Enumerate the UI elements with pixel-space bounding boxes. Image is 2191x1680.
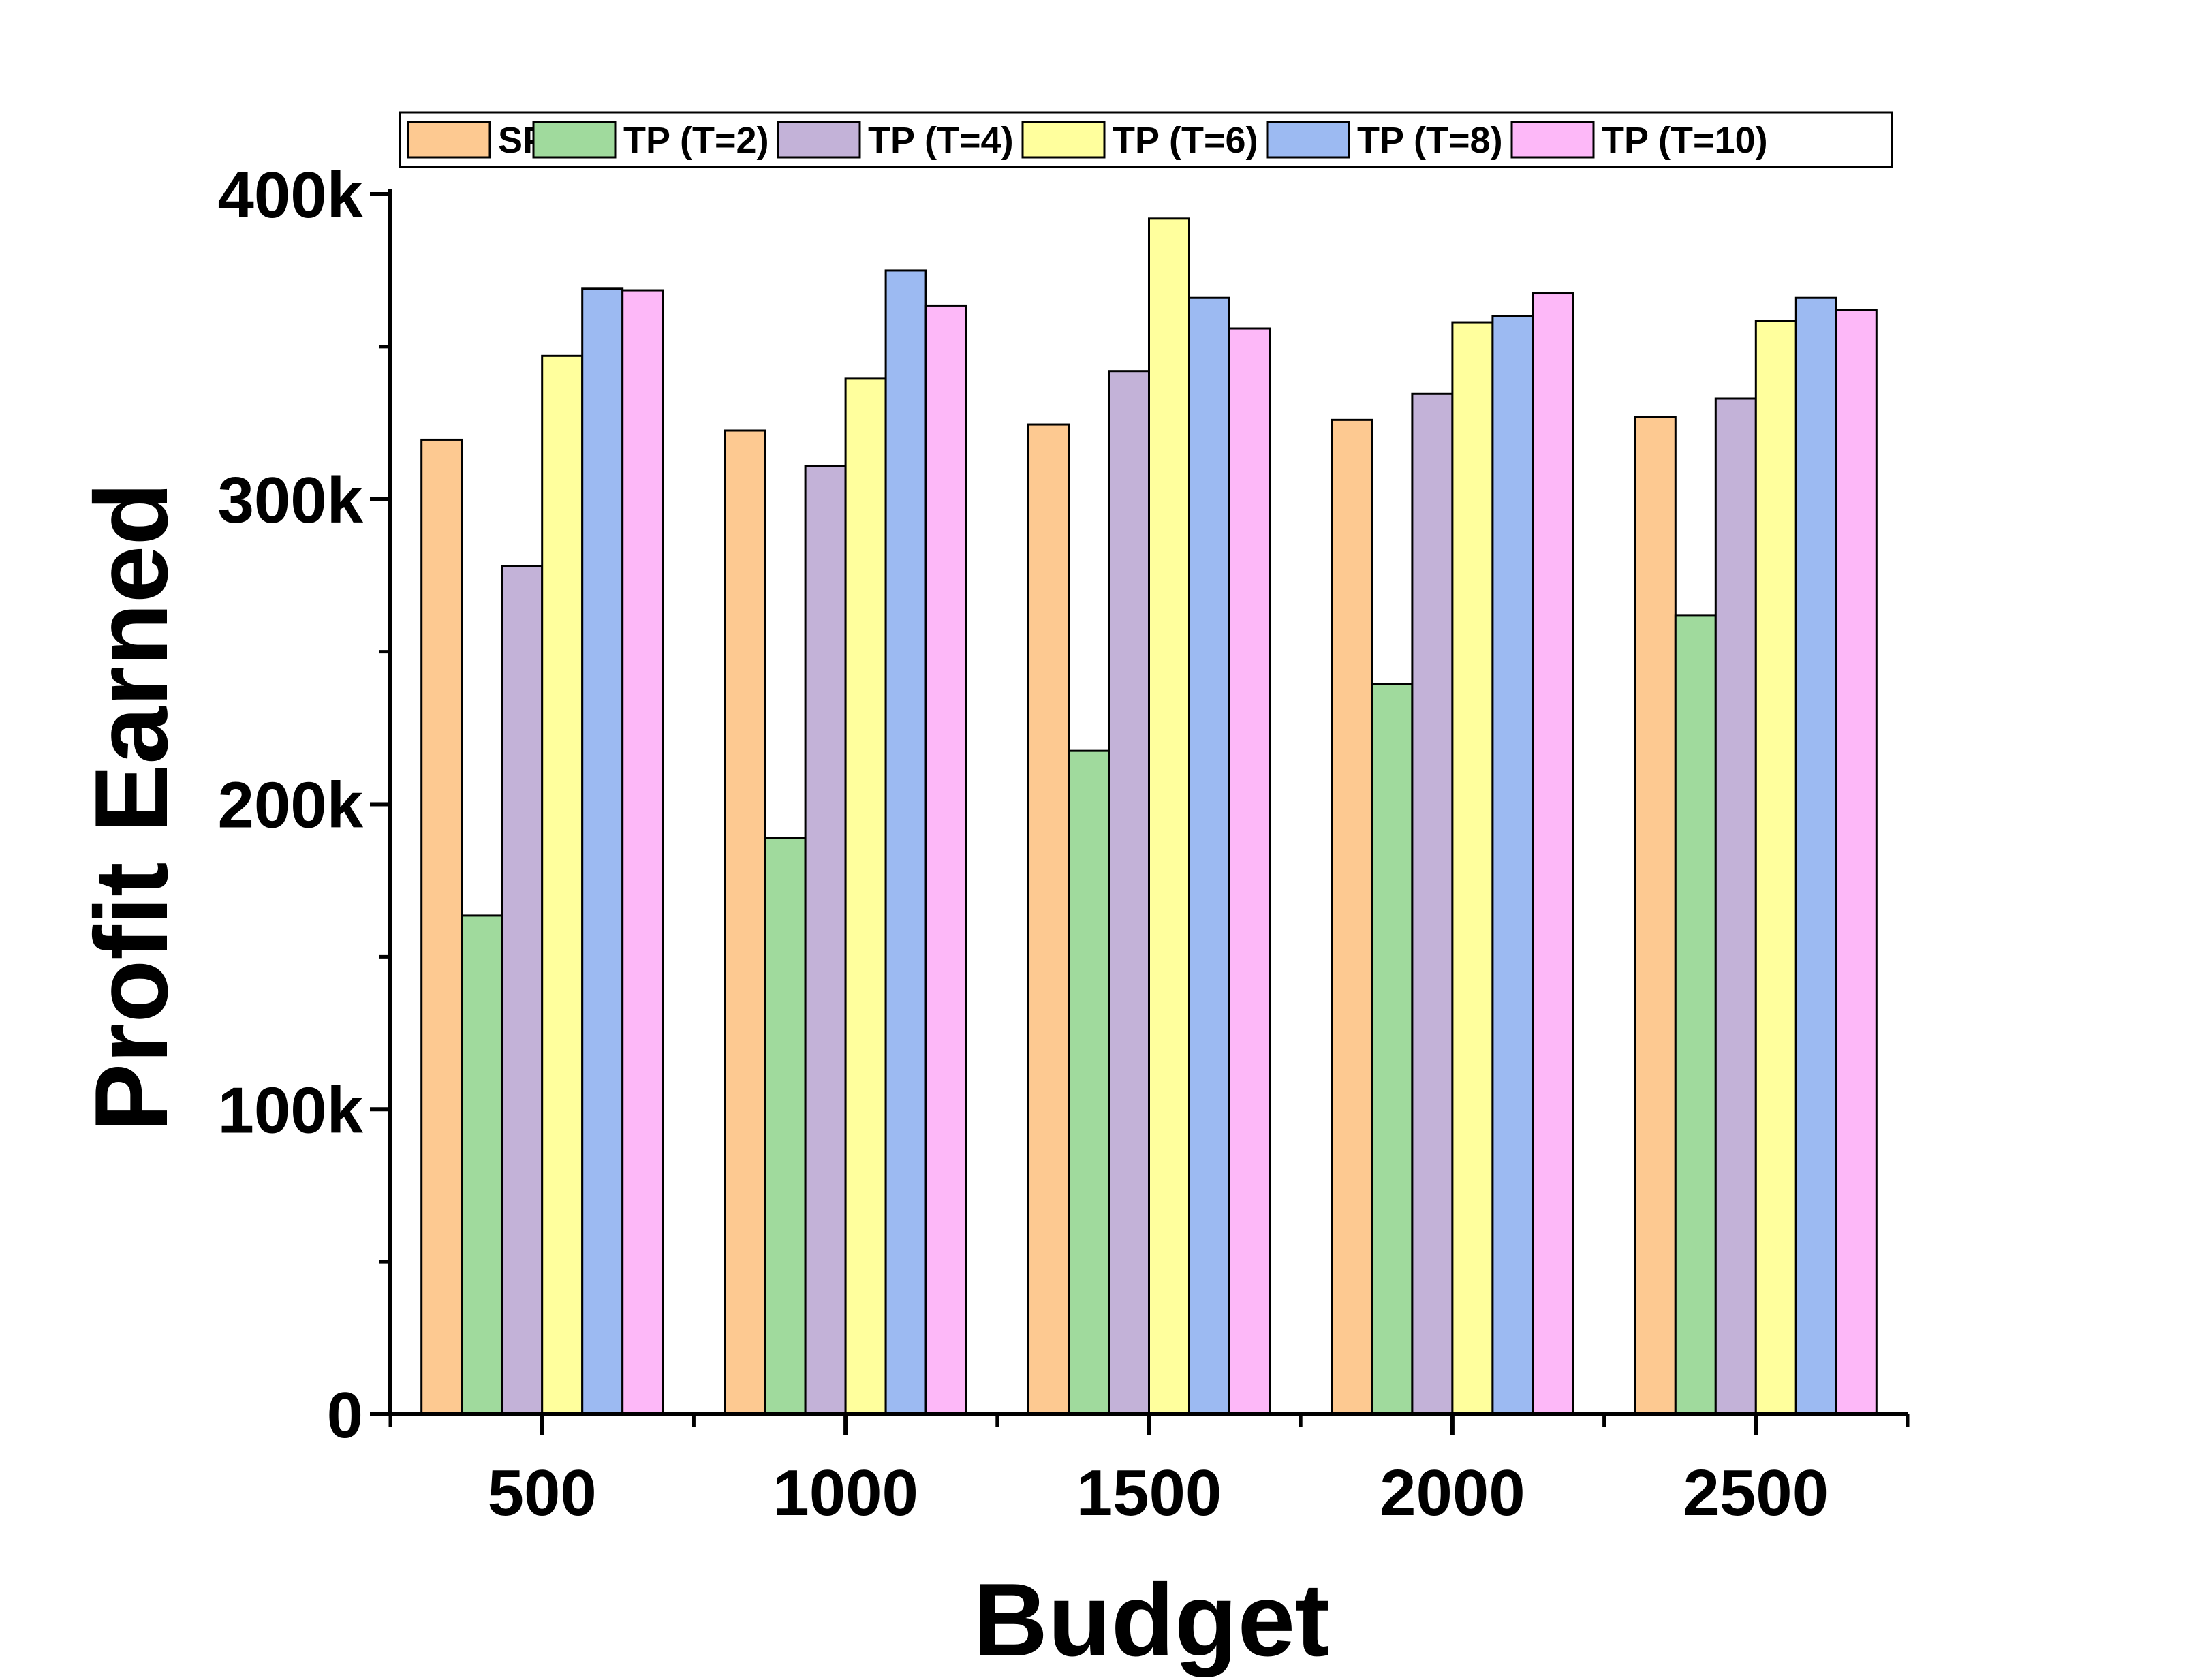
bar-tp-t-2-500 (461, 914, 503, 1416)
bar-tp-t-4-2000 (1411, 392, 1454, 1416)
bar-tp-t-6-1500 (1148, 217, 1190, 1416)
legend-label: TP (T=8) (1357, 120, 1503, 161)
legend-swatch (1021, 121, 1106, 159)
legend: SP TP (T=2) TP (T=4) TP (T=6) TP (T=8) TP (T=… (399, 111, 1893, 168)
bar-tp-t-6-1000 (844, 377, 887, 1416)
bar-tp-t-6-2500 (1754, 320, 1797, 1416)
bar-sp-2500 (1634, 416, 1677, 1416)
bar-tp-t-10-1000 (924, 304, 967, 1416)
legend-swatch (1510, 121, 1595, 159)
bar-tp-t-10-2000 (1532, 292, 1574, 1416)
bar-sp-2000 (1331, 418, 1373, 1416)
bar-tp-t-4-1000 (804, 464, 847, 1416)
bar-tp-t-8-2500 (1794, 296, 1837, 1416)
bar-sp-1000 (724, 429, 766, 1416)
bar-tp-t-4-500 (501, 565, 544, 1416)
bar-tp-t-8-500 (581, 287, 624, 1416)
bar-tp-t-2-2500 (1674, 614, 1717, 1416)
bar-tp-t-8-1000 (884, 269, 927, 1416)
legend-swatch (407, 121, 491, 159)
bar-tp-t-4-1500 (1108, 370, 1150, 1416)
x-tick-label: 1500 (1076, 1457, 1222, 1529)
legend-label: TP (T=4) (868, 120, 1014, 161)
legend-label: TP (T=2) (623, 120, 769, 161)
bar-sp-1500 (1027, 423, 1070, 1416)
bar-tp-t-10-500 (621, 289, 664, 1416)
bar-tp-t-6-2000 (1451, 321, 1494, 1416)
legend-label: TP (T=6) (1113, 120, 1258, 161)
bar-tp-t-10-2500 (1835, 309, 1878, 1416)
legend-swatch (532, 121, 617, 159)
legend-label: TP (T=10) (1602, 120, 1768, 161)
legend-swatch (777, 121, 861, 159)
x-tick-label: 2000 (1380, 1457, 1525, 1529)
legend-box (399, 111, 1893, 168)
bar-tp-t-4-2500 (1714, 397, 1757, 1416)
bar-tp-t-8-2000 (1491, 315, 1534, 1416)
axes-layer: 0 100k 200k 300k 400k 500 1000 1500 2000 2500 (217, 159, 1910, 1529)
bar-tp-t-10-1500 (1228, 327, 1271, 1416)
bars-layer (420, 217, 1878, 1416)
bar-tp-t-2-1500 (1068, 749, 1110, 1416)
bar-tp-t-8-1500 (1188, 296, 1230, 1416)
x-tick-label: 1000 (773, 1457, 918, 1529)
y-tick-label: 200k (217, 769, 363, 842)
y-axis-title: Profit Earned (74, 482, 189, 1132)
legend-swatch (1266, 121, 1350, 159)
x-tick-label: 2500 (1683, 1457, 1829, 1529)
y-tick-label: 0 (327, 1379, 363, 1452)
bar-tp-t-6-500 (541, 354, 584, 1416)
bar-sp-500 (420, 438, 463, 1416)
bar-tp-t-2-2000 (1371, 683, 1414, 1416)
x-axis-title: Budget (973, 1562, 1329, 1677)
bar-tp-t-2-1000 (764, 837, 807, 1416)
y-tick-label: 100k (217, 1074, 363, 1147)
x-tick-label: 500 (488, 1457, 597, 1529)
y-tick-label: 400k (217, 159, 363, 232)
y-tick-label: 300k (217, 464, 363, 537)
